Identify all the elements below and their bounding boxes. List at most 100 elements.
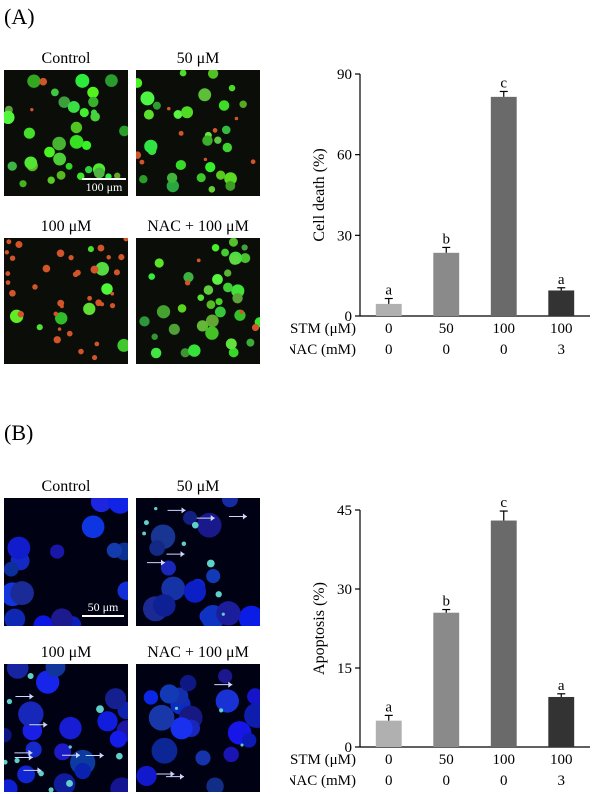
nucleus-dot xyxy=(117,581,128,600)
dead-cell-dot xyxy=(74,269,81,276)
micrograph-texture xyxy=(4,664,128,792)
dead-cell-dot xyxy=(106,255,111,260)
cell-dot xyxy=(143,109,154,120)
condensed-nucleus-dot xyxy=(174,706,179,710)
image-title-control-b: Control xyxy=(41,478,91,495)
dead-cell-dot xyxy=(123,238,128,242)
cell-dot xyxy=(24,156,38,170)
dead-cell-dot xyxy=(94,341,100,347)
nucleus-dot xyxy=(241,732,257,748)
condensed-nucleus-dot xyxy=(6,698,13,705)
dead-cell-dot xyxy=(196,258,201,263)
condensed-nucleus-dot xyxy=(221,612,225,616)
bar xyxy=(375,720,402,747)
cell-dot xyxy=(23,127,35,139)
nac-value: 3 xyxy=(558,342,566,358)
dead-cell-dot xyxy=(57,327,62,331)
cell-dot xyxy=(224,172,237,185)
nucleus-dot xyxy=(223,746,239,763)
cell-dot xyxy=(205,314,219,328)
cell-dot xyxy=(55,312,68,325)
y-tick-label: 30 xyxy=(337,582,352,598)
image-title-control: Control xyxy=(41,50,91,67)
nucleus-dot xyxy=(183,580,207,603)
cell-dot xyxy=(183,272,194,283)
arrow-head xyxy=(99,752,104,759)
cell-dot xyxy=(228,238,238,247)
nucleus-dot xyxy=(247,688,260,705)
nucleus-dot xyxy=(218,669,233,684)
condensed-nucleus-dot xyxy=(66,780,73,787)
dead-cell-dot xyxy=(68,255,74,261)
dead-cell-dot xyxy=(239,309,244,315)
y-tick-label: 0 xyxy=(345,309,353,325)
dead-cell-dot xyxy=(6,239,12,245)
significance-letter: a xyxy=(385,699,392,715)
nucleus-dot xyxy=(183,510,198,525)
nucleus-dot xyxy=(238,605,260,626)
dead-cell-dot xyxy=(234,116,239,121)
cell-dot xyxy=(166,172,178,184)
condensed-nucleus-dot xyxy=(4,759,8,765)
nucleus-dot xyxy=(196,512,222,538)
condensed-nucleus-dot xyxy=(219,708,224,713)
nucleus-dot xyxy=(18,701,44,727)
y-tick-label: 90 xyxy=(337,67,352,83)
condensed-nucleus-dot xyxy=(143,520,149,526)
dead-cell-dot xyxy=(250,159,256,165)
micrograph-control xyxy=(4,70,128,196)
nucleus-dot xyxy=(17,765,36,784)
micrograph-100um-b xyxy=(4,664,128,792)
significance-letter: c xyxy=(500,75,507,91)
cell-dot xyxy=(206,300,216,309)
image-title-nac-100um-b: NAC + 100 μM xyxy=(147,644,249,661)
cell-dot xyxy=(52,136,66,151)
cell-dot xyxy=(70,121,83,134)
cell-dot xyxy=(27,74,41,88)
condensed-nucleus-dot xyxy=(48,787,54,792)
nucleus-dot xyxy=(222,498,238,508)
bar xyxy=(548,290,575,316)
panel-a-label: (A) xyxy=(4,4,35,29)
micrograph-texture xyxy=(142,498,260,626)
nucleus-dot xyxy=(4,561,19,577)
chart-apoptosis: 0 15 30 45 Apoptosis (%) a 0 0 b 50 0 c 100 0 a 100 3 STM… xyxy=(290,495,590,789)
arrow-head xyxy=(37,767,42,774)
panel-b-label: (B) xyxy=(4,420,34,445)
stm-value: 100 xyxy=(493,752,516,768)
cell-dot xyxy=(168,323,180,335)
cell-dot xyxy=(196,173,206,183)
arrow-head xyxy=(160,559,165,566)
cell-dot xyxy=(202,135,213,146)
nucleus-dot xyxy=(53,773,76,792)
nucleus-dot xyxy=(159,684,180,704)
stm-value: 100 xyxy=(493,321,516,337)
cell-dot xyxy=(196,320,209,332)
y-axis-label: Apoptosis (%) xyxy=(311,582,328,675)
cell-dot xyxy=(179,70,187,77)
nucleus-dot xyxy=(136,765,157,786)
stm-row-label: STM (μM) xyxy=(290,321,356,337)
cell-dot xyxy=(214,136,222,144)
dead-cell-dot xyxy=(56,249,65,258)
cell-dot xyxy=(207,70,219,79)
cell-dot xyxy=(7,161,17,171)
nucleus-dot xyxy=(161,576,186,601)
nac-row-label: NAC (mM) xyxy=(290,342,356,358)
stm-value: 50 xyxy=(439,752,454,768)
condensed-nucleus-dot xyxy=(181,541,187,546)
nucleus-dot xyxy=(106,542,122,558)
cell-dot xyxy=(216,170,226,180)
micrograph-texture xyxy=(136,70,256,193)
nucleus-dot xyxy=(7,536,31,560)
dead-cell-dot xyxy=(87,295,93,301)
cell-dot xyxy=(221,125,231,135)
condensed-nucleus-dot xyxy=(14,757,20,764)
stm-value: 100 xyxy=(550,321,573,337)
cell-dot xyxy=(69,134,84,149)
cell-dot xyxy=(154,258,164,268)
dead-cell-dot xyxy=(9,255,16,261)
y-tick-label: 60 xyxy=(337,148,352,164)
nucleus-dot xyxy=(54,743,72,761)
bar xyxy=(375,303,402,316)
